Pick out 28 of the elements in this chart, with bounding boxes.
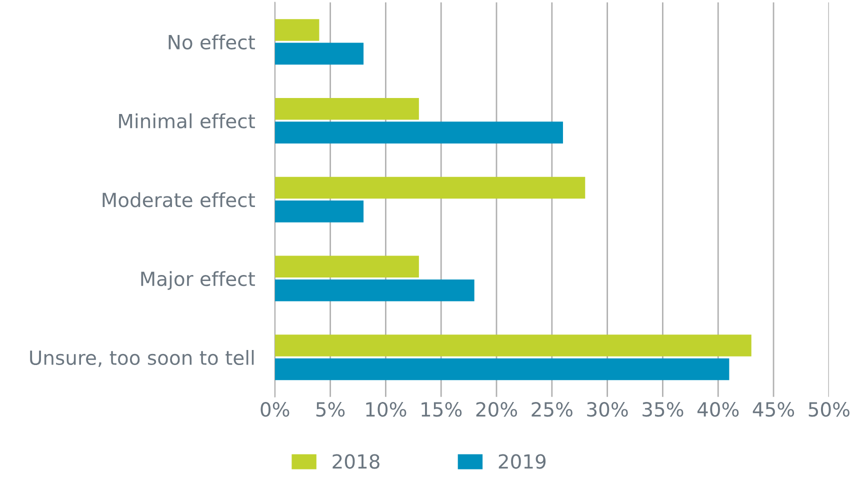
x-tick-label: 45%	[752, 402, 794, 417]
legend-label: 2018	[332, 454, 380, 469]
y-tick-label: Minimal effect	[119, 113, 255, 128]
x-tick-label: 25%	[532, 402, 572, 417]
x-tick-label: 40%	[697, 402, 739, 417]
legend-label: 2019	[498, 454, 546, 469]
bar	[274, 42, 364, 65]
bar	[274, 279, 474, 302]
bar	[274, 98, 419, 120]
y-tick-label: Unsure, too soon to tell	[30, 350, 254, 368]
bar	[274, 200, 364, 222]
bar	[274, 334, 752, 356]
x-tick-label: 15%	[422, 402, 462, 417]
bar	[274, 19, 320, 41]
y-tick-label: No effect	[168, 34, 255, 50]
bar	[274, 122, 563, 144]
y-tick-label: Major effect	[141, 271, 255, 290]
y-tick-label: Moderate effect	[102, 192, 255, 208]
bar	[274, 176, 586, 199]
x-tick-label: 5%	[316, 402, 345, 417]
bar	[274, 256, 419, 278]
x-tick-label: 30%	[587, 402, 628, 417]
x-tick-label: 20%	[476, 402, 518, 417]
x-tick-label: 10%	[366, 402, 406, 417]
x-tick-label: 0%	[260, 402, 290, 417]
x-tick-label: 35%	[642, 402, 684, 417]
x-tick-label: 50%	[808, 402, 850, 417]
bar	[274, 358, 730, 380]
